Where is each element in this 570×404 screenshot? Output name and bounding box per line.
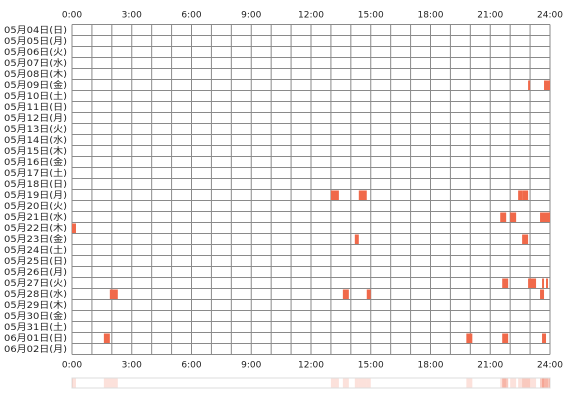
activity-block bbox=[354, 234, 359, 244]
x-tick-label-top: 0:00 bbox=[62, 11, 82, 21]
activity-block bbox=[466, 333, 473, 343]
summary-block bbox=[542, 378, 545, 388]
x-tick-label-bottom: 3:00 bbox=[122, 361, 142, 371]
summary-block bbox=[518, 378, 523, 388]
activity-block bbox=[72, 223, 76, 233]
row-label: 05月20日(火) bbox=[4, 201, 67, 212]
activity-block bbox=[528, 80, 531, 90]
row-label: 05月15日(木) bbox=[4, 145, 67, 157]
activity-block bbox=[366, 289, 371, 299]
row-label: 05月28日(水) bbox=[4, 288, 67, 300]
summary-block bbox=[510, 378, 517, 388]
row-label: 05月18日(日) bbox=[4, 179, 67, 190]
summary-block bbox=[358, 378, 367, 388]
activity-block bbox=[358, 190, 367, 200]
row-label: 05月12日(月) bbox=[4, 113, 67, 124]
row-label: 05月07日(水) bbox=[4, 57, 67, 69]
summary-block bbox=[540, 378, 550, 388]
activity-block bbox=[522, 234, 529, 244]
x-tick-label-bottom: 9:00 bbox=[241, 361, 261, 371]
summary-block bbox=[103, 378, 110, 388]
activity-block bbox=[544, 80, 550, 90]
x-tick-label-bottom: 15:00 bbox=[358, 361, 384, 371]
summary-block bbox=[528, 378, 537, 388]
x-tick-label-bottom: 18:00 bbox=[418, 361, 444, 371]
summary-block bbox=[544, 378, 550, 388]
row-label: 05月06日(火) bbox=[4, 47, 67, 58]
activity-block bbox=[546, 278, 549, 288]
row-label: 05月30日(金) bbox=[4, 310, 67, 322]
summary-block bbox=[502, 378, 509, 388]
x-tick-label-top: 3:00 bbox=[122, 11, 142, 21]
activity-block bbox=[502, 278, 509, 288]
row-label: 05月04日(日) bbox=[4, 25, 67, 36]
activity-block bbox=[518, 190, 523, 200]
x-tick-label-top: 24:00 bbox=[537, 11, 563, 21]
summary-block bbox=[330, 378, 339, 388]
activity-block bbox=[103, 333, 110, 343]
x-tick-label-bottom: 0:00 bbox=[62, 361, 82, 371]
summary-block bbox=[109, 378, 118, 388]
row-label: 05月27日(火) bbox=[4, 278, 67, 289]
x-tick-label-top: 9:00 bbox=[241, 11, 261, 21]
row-label: 05月10日(土) bbox=[4, 90, 67, 102]
activity-block bbox=[540, 289, 545, 299]
activity-block bbox=[330, 190, 339, 200]
row-label: 05月24日(土) bbox=[4, 244, 67, 256]
activity-block bbox=[342, 289, 349, 299]
row-label: 05月11日(日) bbox=[4, 102, 67, 113]
x-tick-label-top: 21:00 bbox=[477, 11, 503, 21]
x-tick-label-top: 18:00 bbox=[418, 11, 444, 21]
row-label: 05月09日(金) bbox=[4, 79, 67, 91]
summary-block bbox=[502, 378, 509, 388]
row-label: 05月21日(水) bbox=[4, 211, 67, 223]
activity-block bbox=[500, 212, 507, 222]
summary-block bbox=[500, 378, 507, 388]
summary-block bbox=[546, 378, 549, 388]
summary-block bbox=[542, 378, 547, 388]
summary-block bbox=[354, 378, 359, 388]
row-label: 05月19日(月) bbox=[4, 190, 67, 201]
summary-block bbox=[342, 378, 349, 388]
activity-block bbox=[109, 289, 118, 299]
summary-block bbox=[366, 378, 371, 388]
activity-block bbox=[540, 212, 550, 222]
x-tick-label-top: 6:00 bbox=[181, 11, 201, 21]
summary-block bbox=[466, 378, 473, 388]
summary-block bbox=[72, 378, 76, 388]
row-label: 05月29日(木) bbox=[4, 299, 67, 311]
row-label: 06月01日(日) bbox=[4, 333, 67, 344]
summary-block bbox=[540, 378, 545, 388]
row-label: 05月14日(水) bbox=[4, 134, 67, 146]
row-label: 05月05日(月) bbox=[4, 36, 67, 47]
row-label: 05月08日(木) bbox=[4, 68, 67, 80]
activity-block bbox=[542, 278, 545, 288]
row-label: 05月22日(木) bbox=[4, 222, 67, 234]
summary-block bbox=[522, 378, 529, 388]
x-tick-label-bottom: 24:00 bbox=[537, 361, 563, 371]
row-label: 05月26日(月) bbox=[4, 267, 67, 278]
row-label: 05月13日(火) bbox=[4, 124, 67, 135]
summary-block bbox=[528, 378, 531, 388]
activity-block bbox=[502, 333, 509, 343]
row-label: 06月02日(月) bbox=[4, 344, 67, 355]
x-tick-label-bottom: 12:00 bbox=[298, 361, 324, 371]
x-tick-label-bottom: 21:00 bbox=[477, 361, 503, 371]
summary-block bbox=[522, 378, 529, 388]
row-label: 05月23日(金) bbox=[4, 233, 67, 245]
row-label: 05月31日(土) bbox=[4, 321, 67, 333]
row-label: 05月17日(土) bbox=[4, 167, 67, 179]
summary-strip bbox=[71, 377, 551, 389]
x-tick-label-top: 15:00 bbox=[358, 11, 384, 21]
activity-block bbox=[522, 190, 529, 200]
row-label: 05月16日(金) bbox=[4, 156, 67, 168]
activity-block bbox=[528, 278, 537, 288]
x-tick-label-bottom: 6:00 bbox=[181, 361, 201, 371]
activity-block bbox=[542, 333, 547, 343]
activity-block bbox=[510, 212, 517, 222]
x-tick-label-top: 12:00 bbox=[298, 11, 324, 21]
row-label: 05月25日(日) bbox=[4, 256, 67, 267]
